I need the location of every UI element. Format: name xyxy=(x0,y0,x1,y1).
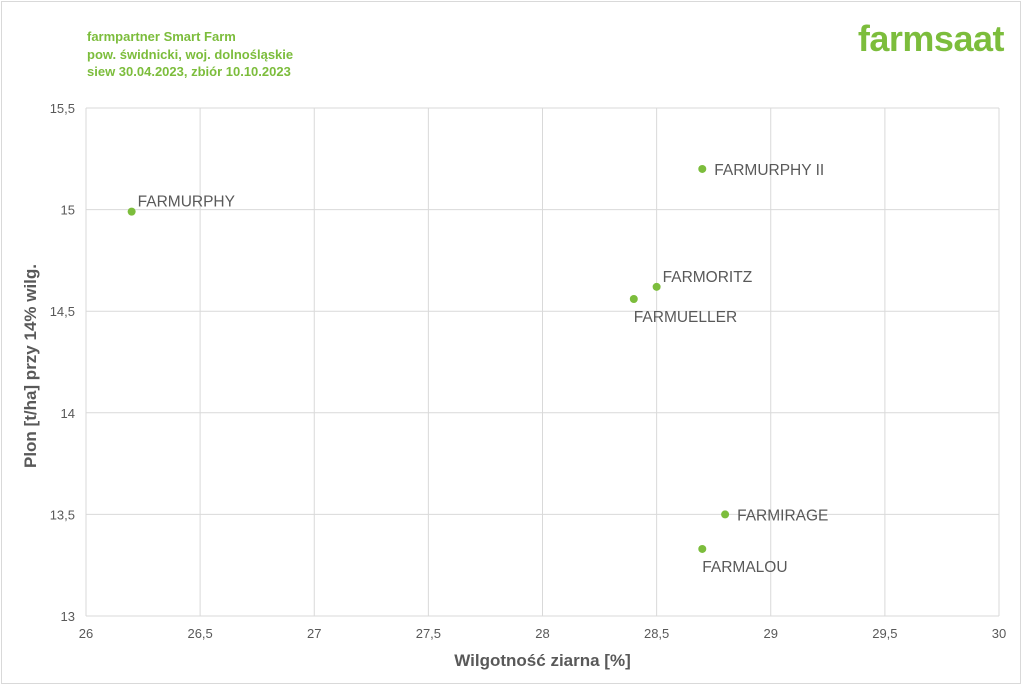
y-tick-label: 15,5 xyxy=(50,101,75,116)
y-tick-label: 15 xyxy=(61,203,75,218)
data-point xyxy=(127,207,136,216)
data-points: FARMURPHY FARMURPHY II FARMORITZ FARMUELLER… xyxy=(127,162,828,576)
x-axis-title: Wilgotność ziarna [%] xyxy=(454,651,630,670)
x-tick-label: 26 xyxy=(79,626,93,641)
tick-labels: 26 26,5 27 27,5 28 28,5 29 29,5 30 13 13,5 14 14,5 15… xyxy=(50,101,1007,641)
y-tick-label: 14 xyxy=(61,406,75,421)
data-point xyxy=(698,544,707,553)
y-tick-label: 13 xyxy=(61,609,75,624)
x-tick-label: 30 xyxy=(992,626,1006,641)
point-label: FARMURPHY xyxy=(138,194,235,211)
x-tick-label: 28 xyxy=(535,626,549,641)
data-point xyxy=(629,295,638,304)
point-label: FARMALOU xyxy=(702,559,787,576)
header-line-dates: siew 30.04.2023, zbiór 10.10.2023 xyxy=(87,64,291,79)
point-label: FARMURPHY II xyxy=(714,162,824,179)
header-line-farm: farmpartner Smart Farm xyxy=(87,29,236,44)
header-line-location: pow. świdnicki, woj. dolnośląskie xyxy=(87,46,294,62)
x-tick-label: 28,5 xyxy=(644,626,669,641)
point-label: FARMUELLER xyxy=(634,309,737,326)
x-tick-label: 26,5 xyxy=(187,626,212,641)
point-label: FARMORITZ xyxy=(663,269,753,286)
chart-header: farmpartner Smart Farm pow. świdnicki, w… xyxy=(87,28,293,81)
x-tick-label: 29 xyxy=(764,626,778,641)
x-tick-label: 29,5 xyxy=(872,626,897,641)
x-tick-label: 27,5 xyxy=(416,626,441,641)
farmsaat-logo: farmsaat xyxy=(857,18,1005,59)
data-point xyxy=(652,282,661,291)
y-tick-label: 13,5 xyxy=(50,507,75,522)
data-point xyxy=(698,164,707,173)
y-axis-title: Plon [t/ha] przy 14% wilg. xyxy=(21,264,40,468)
point-label: FARMIRAGE xyxy=(737,507,828,524)
data-point xyxy=(721,510,730,519)
y-tick-label: 14,5 xyxy=(50,304,75,319)
grid-layer xyxy=(85,107,1000,617)
x-tick-label: 27 xyxy=(307,626,321,641)
